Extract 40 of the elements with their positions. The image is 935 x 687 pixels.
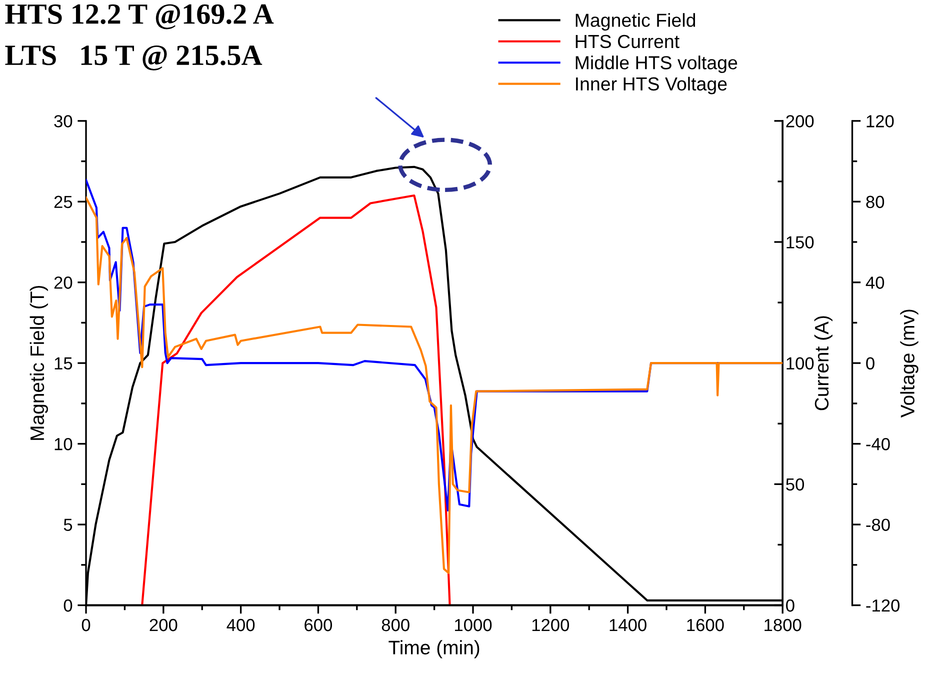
line-series bbox=[141, 194, 451, 606]
y2-tick-label: 200 bbox=[786, 115, 814, 128]
y-tick-label: 0 bbox=[64, 599, 72, 612]
y3-tick-label: 40 bbox=[866, 276, 884, 289]
y-tick-label: 5 bbox=[64, 518, 72, 531]
y2-tick-label: 100 bbox=[786, 357, 814, 370]
y-tick-label: 30 bbox=[54, 115, 72, 128]
y3-tick-label: 80 bbox=[866, 196, 884, 208]
y-tick-label: 10 bbox=[54, 438, 72, 450]
y2-axis-title: Current (A) bbox=[814, 316, 832, 410]
x-tick-label: 400 bbox=[226, 618, 255, 632]
legend-label: HTS Current bbox=[576, 34, 680, 48]
y3-tick-label: -80 bbox=[866, 518, 890, 531]
text: HTS 12.2 T @169.2 A bbox=[5, 4, 274, 30]
x-tick-label: 1800 bbox=[764, 618, 802, 632]
y-tick-label: 25 bbox=[54, 196, 72, 208]
x-tick-label: 1200 bbox=[532, 618, 570, 632]
x-tick-label: 600 bbox=[304, 618, 332, 632]
x-axis-title: Time (min) bbox=[388, 640, 480, 658]
y2-tick-label: 0 bbox=[786, 599, 794, 612]
x-tick-label: 1000 bbox=[455, 618, 492, 632]
y-axis-title: Magnetic Field (T) bbox=[30, 286, 48, 440]
x-tick-label: 1600 bbox=[687, 618, 724, 632]
y3-tick-label: 120 bbox=[866, 115, 894, 128]
x-tick-label: 0 bbox=[82, 618, 90, 632]
y-tick-label: 20 bbox=[54, 276, 72, 289]
legend-label: Middle HTS voltage bbox=[576, 56, 738, 74]
y3-tick-label: 0 bbox=[866, 357, 874, 370]
x-tick-label: 1400 bbox=[610, 618, 646, 632]
legend-label: Magnetic Field bbox=[576, 13, 696, 31]
y-tick-label: 15 bbox=[54, 357, 72, 370]
y3-tick-label: -40 bbox=[866, 438, 890, 450]
y2-tick-label: 150 bbox=[786, 236, 814, 248]
x-tick-label: 200 bbox=[150, 618, 178, 632]
y2-tick-label: 50 bbox=[786, 478, 804, 491]
y3-tick-label: -120 bbox=[866, 599, 900, 612]
text: LTS 15 T @ 215.5A bbox=[5, 45, 262, 70]
x-tick-label: 800 bbox=[382, 618, 410, 632]
y3-axis-title: Voltage (mv) bbox=[900, 310, 918, 418]
legend-label: Inner HTS Voltage bbox=[576, 76, 727, 94]
